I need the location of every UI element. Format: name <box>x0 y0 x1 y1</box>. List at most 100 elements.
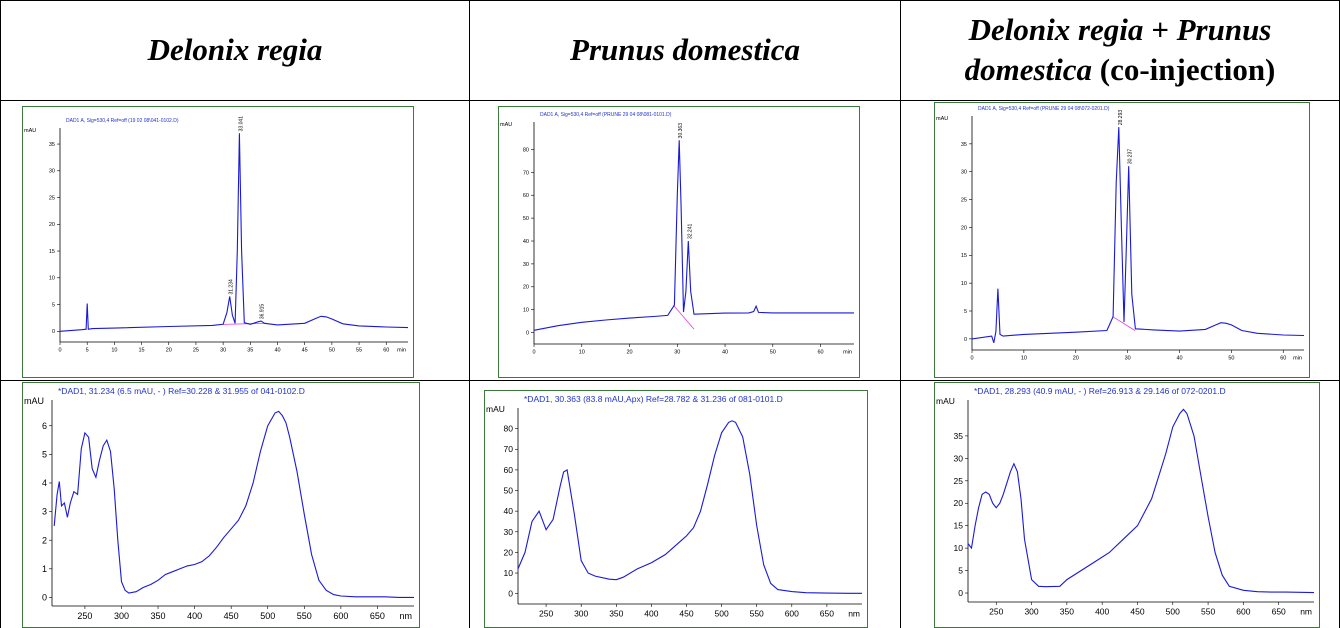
y-tick-label: 60 <box>504 465 514 475</box>
x-tick-label: 600 <box>785 609 799 619</box>
chart-frame <box>22 106 414 378</box>
x-tick-label: 250 <box>539 609 553 619</box>
x-tick-label: 5 <box>86 348 89 354</box>
x-tick-label: 450 <box>679 609 693 619</box>
y-axis-label: mAU <box>500 122 512 128</box>
x-tick-label: 60 <box>1280 356 1286 362</box>
y-tick-label: 5 <box>964 309 967 315</box>
y-tick-label: 15 <box>49 249 55 255</box>
peak-label: 32.241 <box>687 223 693 239</box>
x-tick-label: 30 <box>1125 356 1131 362</box>
series-line <box>517 420 862 594</box>
x-tick-label: 350 <box>151 611 166 621</box>
x-axis-unit: min <box>397 348 406 354</box>
y-tick-label: 6 <box>42 421 47 431</box>
x-tick-label: 500 <box>1166 607 1180 617</box>
table-row-divider-1 <box>0 100 1340 101</box>
y-tick-label: 0 <box>958 588 963 598</box>
y-tick-label: 70 <box>523 170 529 176</box>
y-tick-label: 40 <box>523 239 529 245</box>
y-tick-label: 35 <box>961 142 967 148</box>
hplc-chart-coinj: DAD1 A, Sig=530,4 Ref=off (PRUNE 29 04 0… <box>934 102 1310 378</box>
header-prunus-domestica: Prunus domestica <box>470 0 900 100</box>
y-tick-label: 1 <box>42 564 47 574</box>
y-tick-label: 70 <box>504 444 514 454</box>
x-tick-label: 400 <box>187 611 202 621</box>
chart-title: *DAD1, 31.234 (6.5 mAU, - ) Ref=30.228 &… <box>58 386 305 396</box>
uv-chart-delonix: *DAD1, 31.234 (6.5 mAU, - ) Ref=30.228 &… <box>22 382 420 628</box>
chart-title: *DAD1, 28.293 (40.9 mAU, - ) Ref=26.913 … <box>974 386 1226 396</box>
table-col-divider-1 <box>469 0 470 628</box>
peak-label: 31.234 <box>229 279 235 295</box>
x-tick-label: 40 <box>1176 356 1182 362</box>
x-tick-label: 60 <box>383 348 389 354</box>
y-tick-label: 5 <box>52 302 55 308</box>
y-tick-label: 15 <box>961 253 967 259</box>
x-tick-label: 450 <box>1130 607 1144 617</box>
peak-label: 33.041 <box>238 116 244 132</box>
x-tick-label: 650 <box>370 611 385 621</box>
integration-baseline <box>1112 316 1136 331</box>
y-tick-label: 15 <box>954 521 964 531</box>
x-tick-label: 450 <box>224 611 239 621</box>
x-tick-label: 20 <box>1073 356 1079 362</box>
x-axis-unit: min <box>843 350 852 356</box>
y-tick-label: 2 <box>42 535 47 545</box>
x-tick-label: 35 <box>247 348 253 354</box>
y-tick-label: 10 <box>523 308 529 314</box>
y-tick-label: 0 <box>52 329 55 335</box>
header-co-injection: Delonix regia + Prunus domestica (co-inj… <box>901 0 1339 100</box>
header-species-a: Delonix regia + Prunus <box>968 12 1272 47</box>
x-tick-label: 0 <box>970 356 973 362</box>
y-tick-label: 10 <box>961 281 967 287</box>
y-tick-label: 20 <box>504 547 514 557</box>
x-axis-unit: min <box>1293 356 1302 362</box>
x-tick-label: 400 <box>644 609 658 619</box>
x-tick-label: 350 <box>609 609 623 619</box>
x-tick-label: 10 <box>1021 356 1027 362</box>
y-tick-label: 25 <box>961 197 967 203</box>
x-tick-label: 0 <box>532 350 535 356</box>
y-tick-label: 80 <box>523 147 529 153</box>
y-tick-label: 25 <box>954 476 964 486</box>
y-tick-label: 50 <box>523 216 529 222</box>
chart-frame <box>484 390 868 628</box>
x-tick-label: 50 <box>1228 356 1234 362</box>
y-tick-label: 30 <box>961 170 967 176</box>
x-axis-unit: nm <box>399 611 412 621</box>
uv-chart-prunus: *DAD1, 30.363 (83.8 mAU,Apx) Ref=28.782 … <box>484 390 868 628</box>
y-tick-label: 30 <box>523 262 529 268</box>
peak-label: 30.237 <box>1128 149 1134 165</box>
x-tick-label: 250 <box>77 611 92 621</box>
y-tick-label: 10 <box>49 276 55 282</box>
x-axis-unit: nm <box>1300 607 1312 617</box>
y-tick-label: 0 <box>526 330 529 336</box>
y-axis-label: mAU <box>24 128 36 134</box>
x-tick-label: 25 <box>193 348 199 354</box>
x-tick-label: 350 <box>1060 607 1074 617</box>
x-tick-label: 600 <box>333 611 348 621</box>
integration-baseline <box>673 304 695 330</box>
y-tick-label: 20 <box>49 222 55 228</box>
y-tick-label: 4 <box>42 478 47 488</box>
y-tick-label: 0 <box>42 593 47 603</box>
x-tick-label: 40 <box>722 350 728 356</box>
y-tick-label: 20 <box>523 285 529 291</box>
y-axis-label: mAU <box>936 116 948 122</box>
x-tick-label: 10 <box>579 350 585 356</box>
peak-label: 28.293 <box>1118 110 1124 126</box>
y-tick-label: 30 <box>954 453 964 463</box>
table-row-divider-2 <box>0 380 1340 381</box>
x-axis-unit: nm <box>848 609 860 619</box>
x-tick-label: 30 <box>674 350 680 356</box>
peak-label: 36.915 <box>260 304 266 320</box>
hplc-chart-delonix: DAD1 A, Sig=530,4 Ref=off (19 02 08\041-… <box>22 106 414 378</box>
x-tick-label: 650 <box>1272 607 1286 617</box>
y-tick-label: 60 <box>523 193 529 199</box>
uv-chart-coinj: *DAD1, 28.293 (40.9 mAU, - ) Ref=26.913 … <box>934 382 1320 628</box>
y-axis-label: mAU <box>936 396 955 406</box>
x-tick-label: 40 <box>274 348 280 354</box>
x-tick-label: 550 <box>750 609 764 619</box>
table-border-left <box>0 0 1 628</box>
